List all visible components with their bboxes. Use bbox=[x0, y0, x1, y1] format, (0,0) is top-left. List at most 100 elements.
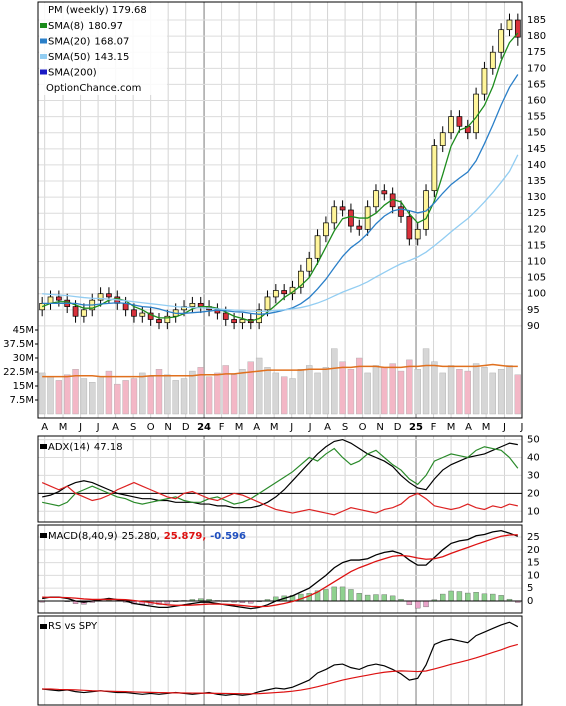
legend-value: 180.97 bbox=[88, 21, 123, 32]
volume-bar bbox=[38, 372, 46, 415]
x-tick-label: D bbox=[182, 422, 190, 433]
candle-body bbox=[498, 29, 504, 53]
x-tick-label: 24 bbox=[197, 422, 211, 433]
y-tick-label: 5 bbox=[527, 583, 533, 594]
readout: -0.596 bbox=[210, 531, 246, 542]
candle-body bbox=[448, 116, 454, 134]
histogram-bar bbox=[331, 586, 337, 602]
y-tick-label: 160 bbox=[527, 96, 546, 107]
x-tick-label: A bbox=[465, 422, 472, 433]
histogram-bar bbox=[456, 591, 463, 602]
legend-swatch bbox=[40, 624, 47, 629]
y-tick-label: 115 bbox=[527, 240, 546, 251]
histogram-bar bbox=[481, 593, 488, 602]
x-tick-label: M bbox=[447, 422, 456, 433]
y-tick-label: 120 bbox=[527, 224, 546, 235]
volume-bar bbox=[447, 365, 455, 415]
y-tick-label: 105 bbox=[527, 273, 546, 284]
candle-body bbox=[106, 293, 112, 298]
volume-bar bbox=[364, 372, 371, 415]
y-tick-label: 165 bbox=[527, 79, 546, 90]
volume-bar bbox=[205, 376, 213, 415]
candle-body bbox=[281, 290, 288, 295]
legend-swatch bbox=[40, 23, 47, 28]
chart-title: PM (weekly) 179.68 bbox=[48, 5, 147, 16]
candle-body bbox=[298, 270, 304, 288]
y-tick-label: 135 bbox=[527, 176, 546, 187]
panel bbox=[38, 616, 522, 705]
histogram-bar bbox=[490, 593, 496, 602]
y-tick-label: 15 bbox=[527, 558, 540, 569]
candle-body bbox=[164, 315, 171, 324]
volume-bar bbox=[497, 369, 505, 415]
y-tick-label: 90 bbox=[527, 321, 540, 332]
y-tick-label: 175 bbox=[527, 47, 546, 58]
candle-body bbox=[306, 257, 313, 272]
candle-body bbox=[339, 206, 346, 211]
y-tick-label: 130 bbox=[527, 192, 546, 203]
x-tick-label: M bbox=[482, 422, 491, 433]
volume-bar bbox=[130, 378, 138, 415]
y-tick-label: 150 bbox=[527, 128, 546, 139]
x-tick-label: M bbox=[270, 422, 279, 433]
histogram-bar bbox=[356, 593, 362, 602]
legend-box bbox=[39, 3, 167, 95]
y-tick-label: 40 bbox=[527, 453, 540, 464]
x-tick-label: M bbox=[235, 422, 244, 433]
candle-body bbox=[514, 19, 521, 38]
histogram-bar bbox=[465, 592, 471, 602]
legend-entry: SMA(50) 143.15 bbox=[48, 52, 129, 63]
volume-bar bbox=[431, 361, 438, 415]
histogram-bar bbox=[440, 593, 446, 602]
y-tick-label: 95 bbox=[527, 305, 540, 316]
x-tick-label: J bbox=[289, 422, 293, 433]
volume-bar bbox=[514, 374, 522, 415]
x-tick-label: 25 bbox=[409, 422, 423, 433]
x-tick-label: O bbox=[359, 422, 367, 433]
legend-entry: SMA(200) bbox=[48, 68, 97, 79]
y-tick-label: 30 bbox=[527, 470, 540, 481]
volume-tick-label: 15M bbox=[13, 381, 34, 392]
volume-bar bbox=[197, 367, 204, 415]
volume-bar bbox=[456, 369, 463, 415]
volume-bar bbox=[356, 357, 363, 415]
legend-name: SMA(200) bbox=[48, 68, 97, 79]
x-tick-label: F bbox=[219, 422, 225, 433]
candle-body bbox=[473, 93, 479, 134]
histogram-bar bbox=[381, 594, 388, 602]
panel-border bbox=[37, 435, 523, 523]
volume-bar bbox=[422, 348, 430, 415]
series-line bbox=[41, 481, 518, 516]
x-tick-label: D bbox=[394, 422, 402, 433]
candle-body bbox=[81, 309, 87, 317]
volume-bar bbox=[331, 348, 338, 415]
readout: 25.879, bbox=[164, 531, 206, 542]
volume-bar bbox=[114, 383, 121, 415]
volume-bar bbox=[372, 365, 380, 415]
series-line bbox=[42, 621, 519, 696]
histogram-bar bbox=[389, 595, 396, 602]
y-tick-label: 145 bbox=[527, 144, 546, 155]
candle-body bbox=[456, 116, 463, 127]
volume-tick-label: 37.5M bbox=[3, 339, 34, 350]
legend-name: ADX(14) bbox=[48, 442, 90, 453]
x-tick-label: J bbox=[502, 422, 506, 433]
histogram-bar bbox=[473, 592, 479, 602]
histogram-bar bbox=[448, 590, 454, 602]
series-line bbox=[42, 438, 518, 509]
series-line bbox=[42, 643, 518, 695]
volume-bar bbox=[89, 382, 96, 415]
candle-body bbox=[489, 51, 496, 69]
volume-bar bbox=[105, 370, 113, 415]
legend-name: SMA(50) bbox=[48, 52, 90, 63]
volume-bar bbox=[122, 380, 129, 415]
volume-bar bbox=[164, 374, 171, 415]
volume-bar bbox=[406, 359, 413, 415]
volume-bar bbox=[506, 365, 513, 415]
volume-bar bbox=[414, 369, 421, 415]
legend-entry: ADX(14) 47.18 bbox=[48, 442, 123, 453]
y-tick-label: 155 bbox=[527, 112, 546, 123]
volume-bar bbox=[55, 380, 63, 415]
volume-tick-label: 7.5M bbox=[9, 395, 34, 406]
